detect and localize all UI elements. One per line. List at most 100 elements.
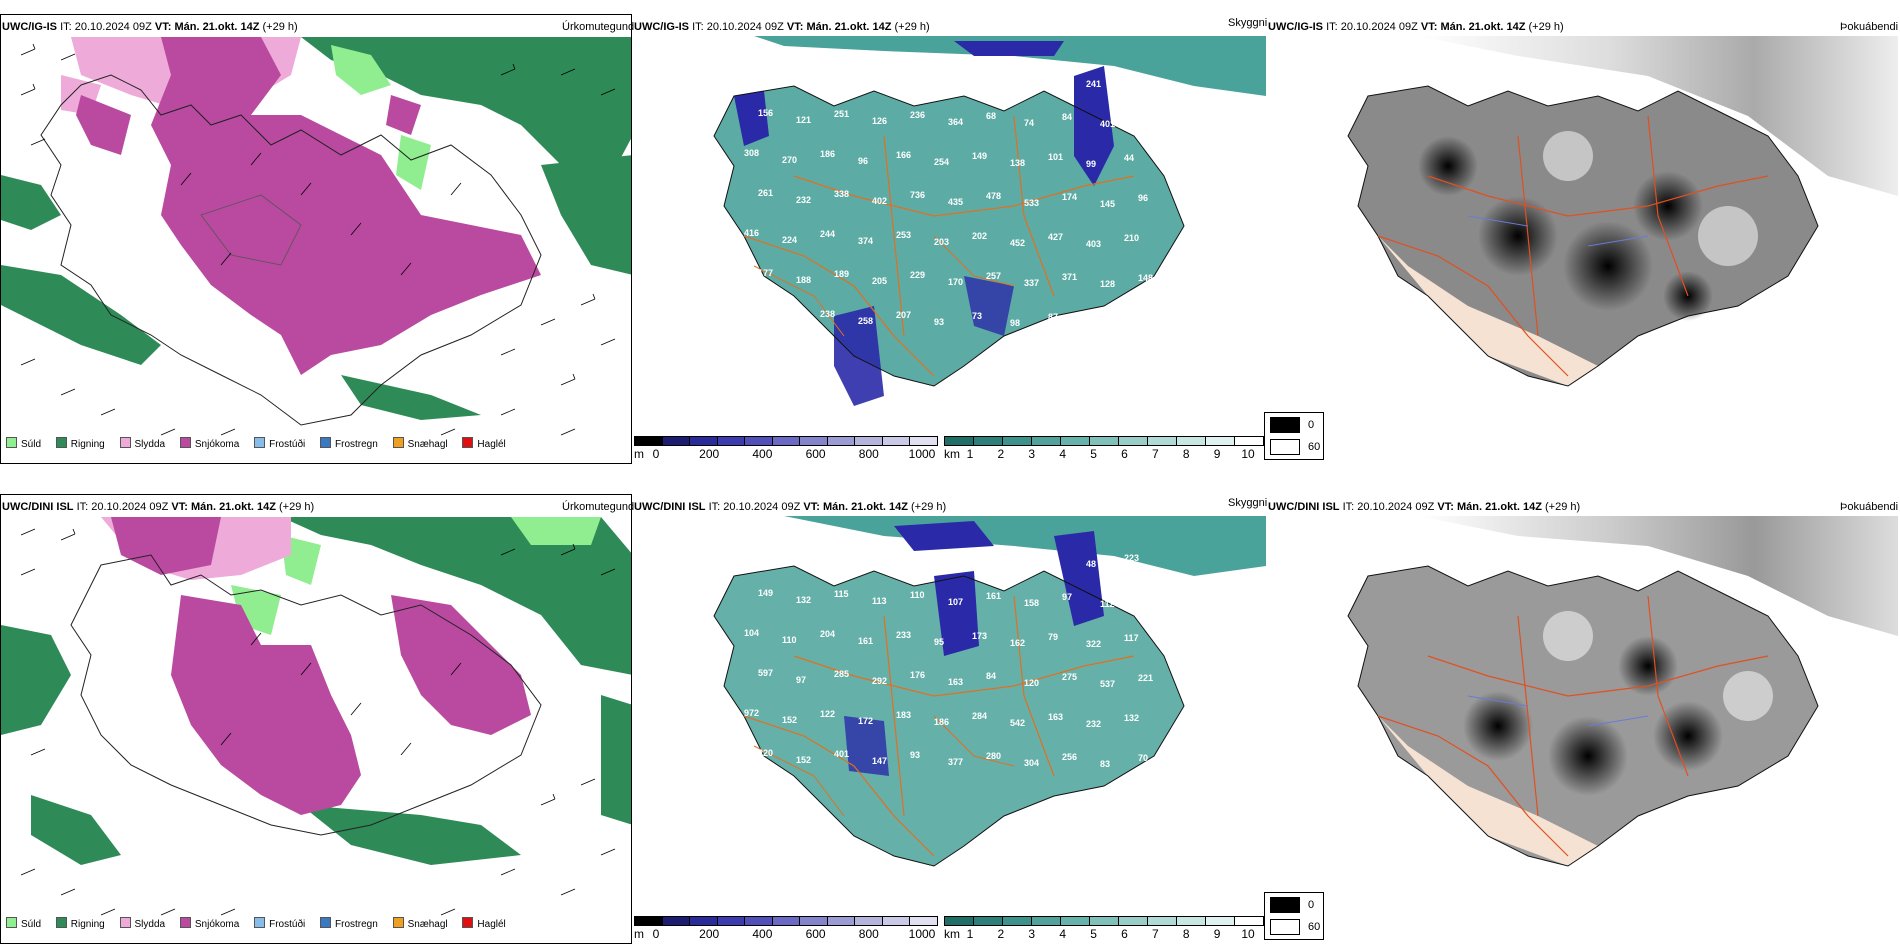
- visibility-label: 228: [782, 315, 797, 325]
- legend-label: Frostúði: [269, 439, 306, 450]
- fog-key-row: 0: [1270, 894, 1320, 916]
- legend-label: Snjókoma: [194, 919, 240, 930]
- visibility-label: 259: [744, 548, 759, 558]
- visibility-label: 204: [820, 629, 835, 639]
- it-label: IT:: [76, 501, 89, 513]
- visibility-label: 93: [910, 750, 920, 760]
- visibility-label: 161: [858, 636, 873, 646]
- colorbar-segment: [745, 437, 773, 445]
- visibility-label: 152: [796, 755, 811, 765]
- swatch-slydda: [119, 917, 131, 928]
- it-value: 20.10.2024 09Z: [1340, 21, 1418, 33]
- colorbar-segment: [882, 917, 911, 925]
- colorbar-segment: [1003, 437, 1032, 445]
- fog-index-map: [1268, 516, 1898, 906]
- vis-title: Skyggni: [1228, 497, 1268, 509]
- visibility-label: 371: [1062, 272, 1077, 282]
- visibility-label: 87: [1048, 312, 1058, 322]
- visibility-label: 96: [858, 156, 868, 166]
- swatch-frostregn: [320, 917, 332, 928]
- visibility-label: 223: [1124, 553, 1139, 563]
- colorbar-segment: [1235, 437, 1263, 445]
- legend-item-slydda: Slydda: [119, 437, 165, 450]
- colorbar-segment: [827, 917, 856, 925]
- colorbar-tick: 7: [1151, 927, 1159, 941]
- visibility-label: 93: [934, 317, 944, 327]
- swatch-snaehagl: [392, 917, 404, 928]
- fog-title: Þokuábendi: [1840, 21, 1899, 33]
- visibility-map: 259 168 228 92 63 70 136 86 59 48 223 149 132 115 113 1…: [634, 516, 1266, 906]
- colorbar-tick: 8: [1182, 447, 1190, 461]
- visibility-label: 122: [820, 709, 835, 719]
- legend-item-snjokoma: Snjókoma: [179, 917, 240, 930]
- visibility-label: 84: [986, 671, 996, 681]
- colorbar-segment: [910, 917, 938, 925]
- visibility-colorbar-bar: [944, 916, 1264, 926]
- height-colorbar-bar: [634, 436, 938, 446]
- fog-key-frame: [1264, 412, 1324, 460]
- visibility-label: 39: [758, 348, 768, 358]
- visibility-label: 170: [948, 277, 963, 287]
- visibility-label: 173: [972, 71, 987, 81]
- colorbar-tick: 2: [997, 927, 1005, 941]
- fog-key-row: 0: [1270, 414, 1320, 436]
- colorbar-segment: [662, 917, 691, 925]
- visibility-label: 79: [1048, 632, 1058, 642]
- legend-item-snjokoma: Snjókoma: [179, 437, 239, 450]
- colorbar-segment: [945, 917, 974, 925]
- visibility-label: 228: [820, 549, 835, 559]
- visibility-label: 112: [1100, 599, 1115, 609]
- visibility-label: 86: [1010, 558, 1020, 568]
- colorbar-segment: [1003, 917, 1032, 925]
- visibility-label: 59: [1048, 552, 1058, 562]
- colorbar-tick: 600: [805, 927, 826, 941]
- vt-value: Mán. 21.okt. 14Z: [190, 501, 276, 513]
- lead-time: (+29 h): [279, 501, 315, 513]
- colorbar-segment: [1032, 437, 1061, 445]
- visibility-label: 99: [1086, 159, 1096, 169]
- vis-title: Skyggni: [1228, 17, 1268, 29]
- visibility-label: 322: [1086, 639, 1101, 649]
- it-value: 20.10.2024 09Z: [723, 501, 801, 513]
- colorbar-segment: [717, 917, 746, 925]
- fog-map-svg: [1268, 516, 1898, 906]
- fog-key-row: 60: [1270, 916, 1320, 938]
- precip-map-svg: [1, 517, 631, 943]
- visibility-label: 251: [834, 109, 849, 119]
- colorbar-segment: [1090, 437, 1119, 445]
- legend-item-snaehagl: Snæhagl: [392, 917, 448, 930]
- legend-item-frostudi: Frostúði: [254, 917, 305, 930]
- visibility-label: 136: [972, 551, 987, 561]
- swatch-rigning: [55, 917, 67, 928]
- swatch-haglel: [462, 437, 474, 448]
- visibility-label: 203: [934, 237, 949, 247]
- visibility-label: 531: [1138, 113, 1153, 123]
- legend-item-suld: Súld: [6, 437, 41, 450]
- model-name: UWC/IG-IS: [634, 21, 689, 33]
- visibility-label: 224: [782, 235, 797, 245]
- colorbar-segment: [1061, 917, 1090, 925]
- colorbar-tick: 3: [1028, 447, 1036, 461]
- visibility-label: 96: [1138, 193, 1148, 203]
- precip-type-map: [0, 494, 632, 944]
- fog-key-label: 60: [1308, 921, 1321, 933]
- it-value: 20.10.2024 09Z: [74, 21, 152, 33]
- visibility-label: 284: [972, 711, 987, 721]
- colorbar-segment: [974, 437, 1003, 445]
- colorbar-segment: [1148, 437, 1177, 445]
- visibility-colorbar-bar: [944, 436, 1264, 446]
- colorbar-tick: 9: [1213, 927, 1221, 941]
- legend-label: Rigning: [70, 919, 105, 930]
- legend-item-rigning: Rigning: [55, 437, 105, 450]
- visibility-label: 126: [872, 116, 887, 126]
- visibility-label: 163: [948, 677, 963, 687]
- visibility-label: 261: [758, 188, 773, 198]
- colorbar-segment: [1119, 437, 1148, 445]
- colorbar-tick: 5: [1090, 447, 1097, 461]
- it-value: 20.10.2024 09Z: [91, 501, 169, 513]
- legend-item-frostregn: Frostregn: [320, 917, 378, 930]
- height-unit: m: [634, 927, 644, 941]
- colorbar-segment: [690, 437, 718, 445]
- it-label: IT:: [60, 21, 72, 33]
- visibility-label: 533: [1024, 198, 1039, 208]
